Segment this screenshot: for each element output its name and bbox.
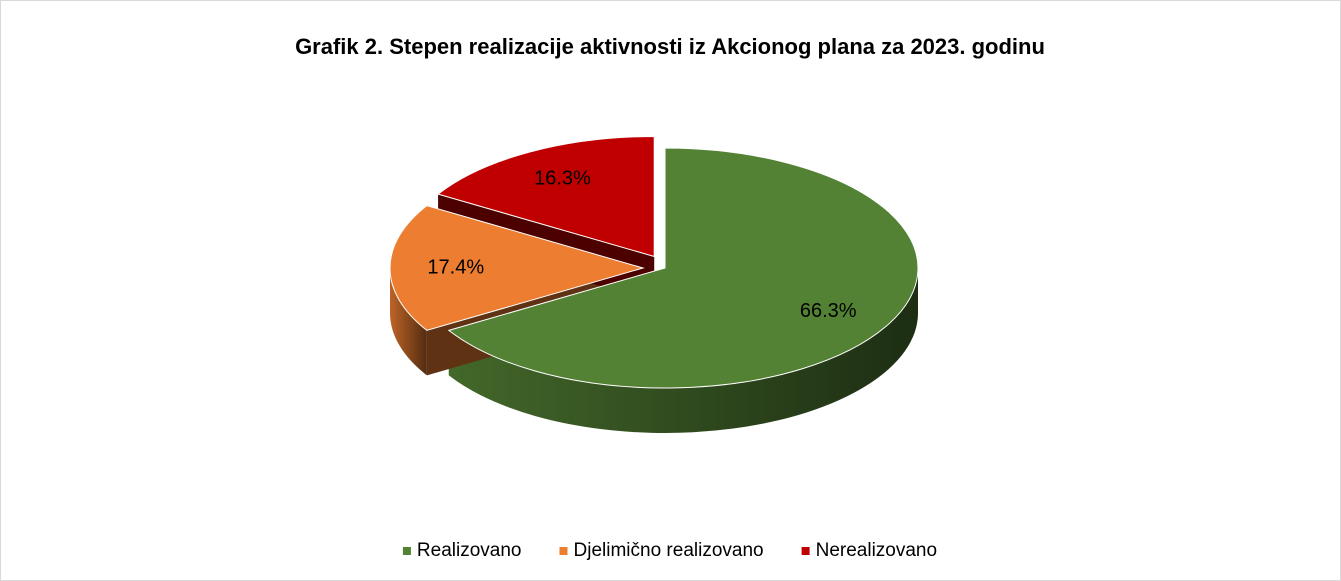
chart-title: Grafik 2. Stepen realizacije aktivnosti … <box>295 34 1045 59</box>
legend-marker <box>559 547 568 555</box>
slice-tops <box>389 135 919 389</box>
data-label: 16.3% <box>534 167 591 189</box>
legend-item: Djelimično realizovano <box>559 540 764 561</box>
legend-label: Nerealizovano <box>816 540 937 561</box>
slice-side <box>390 268 427 376</box>
legend: Realizovano Djelimično realizovano Nereali… <box>402 540 937 561</box>
slice-side <box>448 268 919 434</box>
pie-slice <box>447 147 919 389</box>
legend-label: Djelimično realizovano <box>574 540 764 561</box>
data-labels: 66.3% 17.4% 16.3% <box>427 167 856 321</box>
pie-slice <box>437 135 655 258</box>
data-label: 17.4% <box>427 256 484 278</box>
data-label: 66.3% <box>800 300 857 322</box>
legend-label: Realizovano <box>417 540 522 561</box>
legend-marker <box>402 547 411 555</box>
legend-marker <box>801 547 810 555</box>
legend-item: Nerealizovano <box>801 540 937 561</box>
pie-slice <box>389 205 645 331</box>
legend-item: Realizovano <box>402 540 522 561</box>
